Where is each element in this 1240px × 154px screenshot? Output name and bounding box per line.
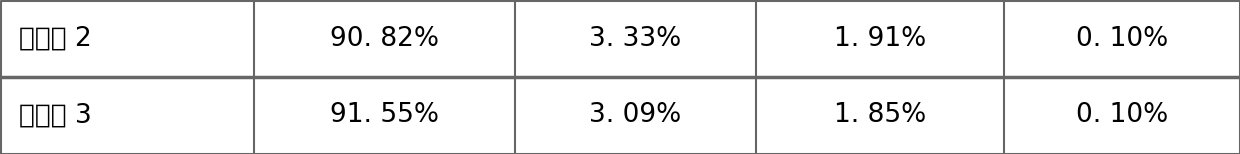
Text: 0. 10%: 0. 10% [1076, 103, 1168, 128]
Text: 90. 82%: 90. 82% [330, 26, 439, 51]
Text: 实施例 2: 实施例 2 [19, 26, 92, 51]
Text: 0. 10%: 0. 10% [1076, 26, 1168, 51]
Text: 1. 91%: 1. 91% [835, 26, 926, 51]
Text: 1. 85%: 1. 85% [835, 103, 926, 128]
Text: 实施例 3: 实施例 3 [19, 103, 92, 128]
Text: 3. 33%: 3. 33% [589, 26, 682, 51]
Text: 3. 09%: 3. 09% [589, 103, 682, 128]
Text: 91. 55%: 91. 55% [330, 103, 439, 128]
